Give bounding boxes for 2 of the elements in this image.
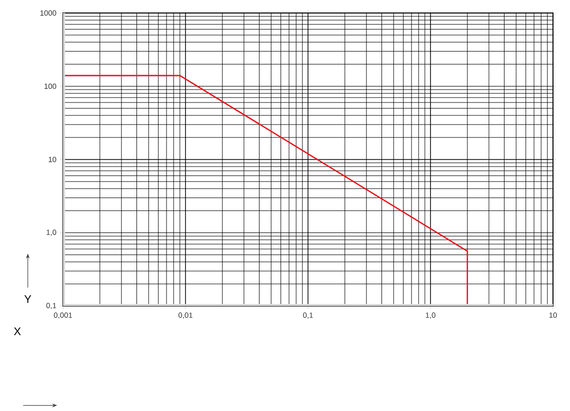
y-axis-title: Y (24, 295, 32, 304)
x-axis-title: X (14, 328, 21, 336)
